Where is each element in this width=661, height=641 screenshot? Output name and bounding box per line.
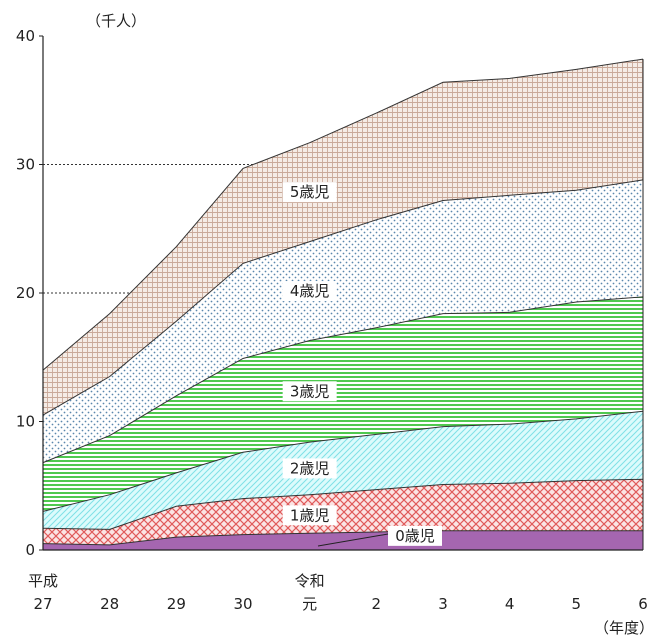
x-tick-label: 5: [572, 595, 582, 613]
series-label: 5歳児: [290, 183, 330, 201]
x-era-label: 令和: [295, 572, 325, 590]
series-line-1: [42, 478, 644, 530]
series-line-5: [42, 58, 644, 371]
area-1: [43, 479, 643, 545]
area-3: [43, 296, 643, 512]
area-2: [43, 411, 643, 530]
series-label-bg: [282, 505, 337, 526]
y-tick-label: 0: [25, 541, 35, 559]
series-labels: 0歳児 1歳児 2歳児 3歳児 4歳児 5歳児: [282, 182, 442, 547]
gridlines: [43, 164, 253, 294]
series-line-2: [42, 410, 644, 512]
y-tick-label: 20: [16, 284, 35, 302]
area-5: [43, 59, 643, 416]
area-4: [43, 179, 643, 463]
series-label: 3歳児: [290, 382, 330, 400]
series-label-bg: [282, 281, 337, 302]
y-tick-labels: 0 10 20 30 40: [16, 27, 35, 559]
axes: [39, 35, 644, 551]
series-label: 4歳児: [290, 282, 330, 300]
x-tick-labels: 平成 27 28 29 30 令和元 2 3 4 5 6: [28, 572, 648, 613]
x-tick-label: 30: [233, 595, 252, 613]
series-label-bg: [282, 458, 337, 479]
y-tick-label: 40: [16, 27, 35, 45]
x-tick-label: 28: [100, 595, 119, 613]
series-label: 0歳児: [395, 527, 435, 545]
series-line-4: [42, 179, 644, 416]
x-tick-label: 2: [372, 595, 382, 613]
leader-line: [317, 533, 389, 547]
x-era-label: 平成: [28, 572, 58, 590]
y-tick-label: 30: [16, 156, 35, 174]
area-0: [43, 530, 643, 550]
series-label-bg: [282, 182, 337, 203]
series-line-0: [42, 530, 643, 546]
x-tick-label: 27: [33, 595, 52, 613]
series-line-3: [42, 296, 644, 464]
x-tick-label: 29: [167, 595, 186, 613]
x-unit-label: （年度）: [594, 619, 654, 637]
series-outlines: [42, 58, 644, 546]
x-tick-label: 元: [302, 595, 317, 613]
series-areas: [43, 59, 643, 550]
series-label: 1歳児: [290, 506, 330, 524]
x-tick-label: 4: [505, 595, 515, 613]
series-label-bg: [282, 381, 337, 402]
series-label-bg: [388, 525, 442, 546]
y-unit-label: （千人）: [86, 12, 146, 30]
x-tick-label: 3: [438, 595, 448, 613]
x-tick-label: 6: [638, 595, 648, 613]
y-tick-label: 10: [16, 413, 35, 431]
series-label: 2歳児: [290, 459, 330, 477]
